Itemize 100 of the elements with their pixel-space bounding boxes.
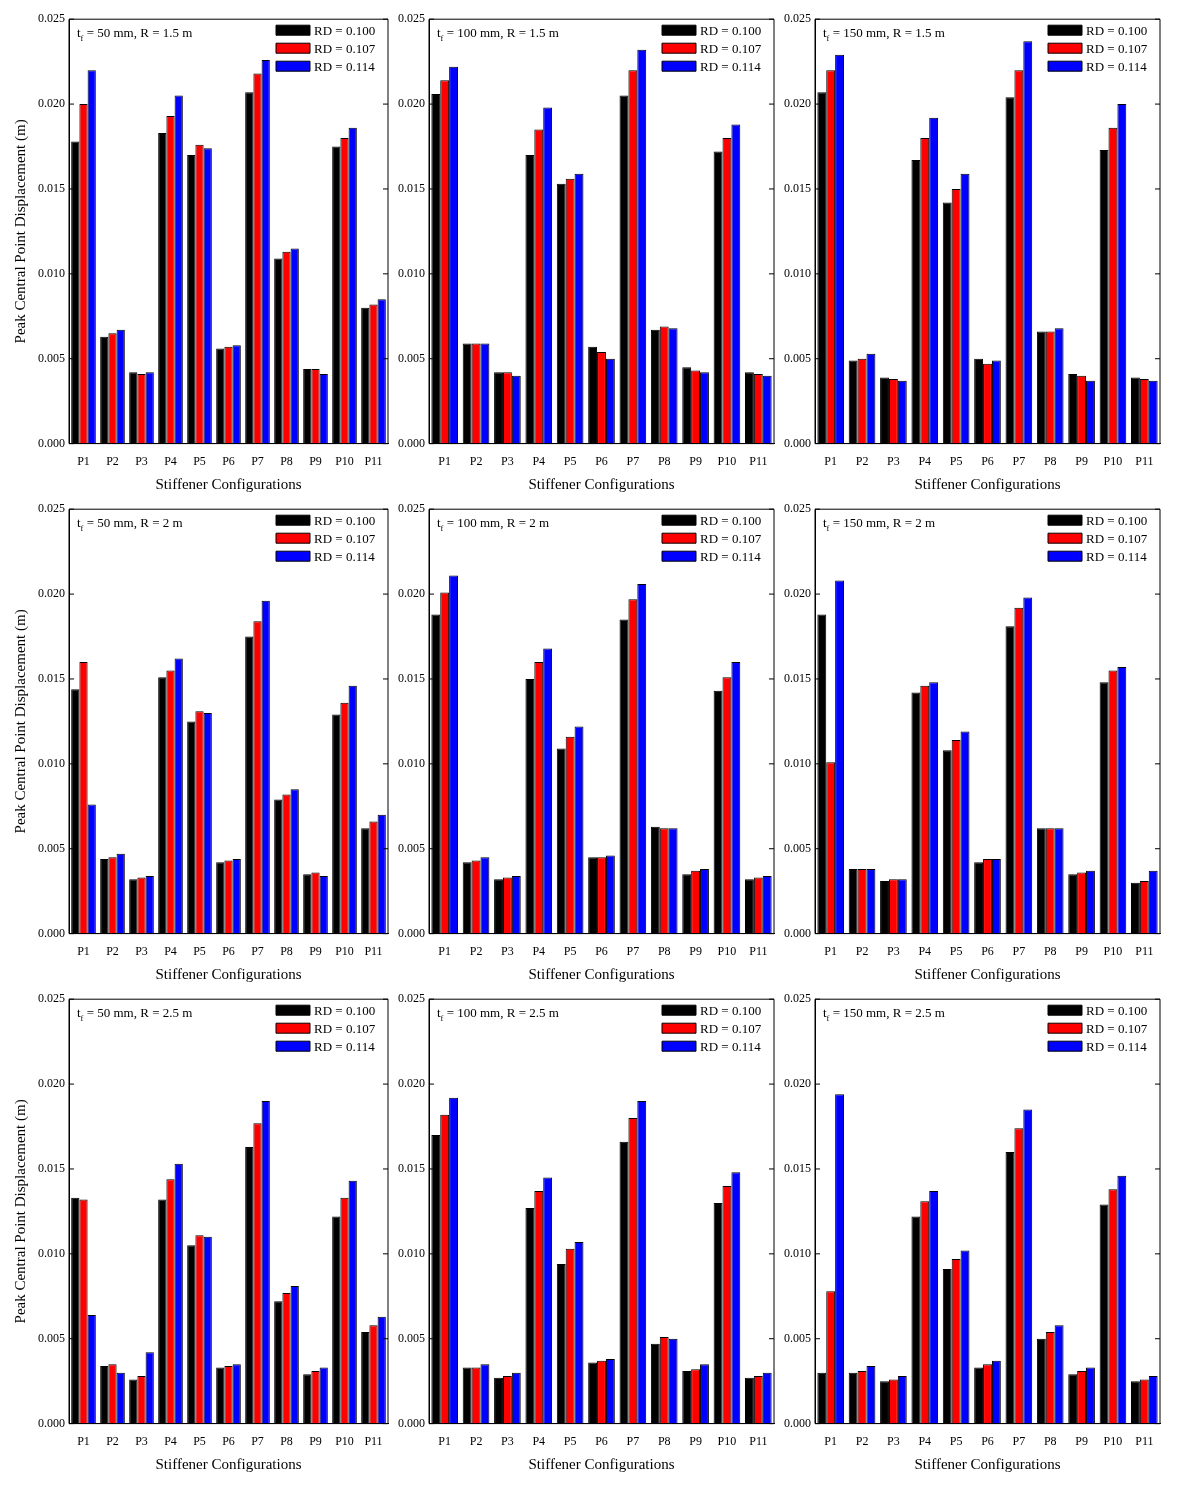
y-tick-label: 0.020 [38,586,65,601]
x-tick-label: P1 [77,943,90,958]
x-tick-label: P3 [501,1433,514,1448]
y-tick-label: 0.010 [398,756,425,770]
x-tick-label: P10 [335,1433,354,1448]
x-tick-label: P3 [135,453,148,468]
x-tick-label: P1 [824,453,838,468]
x-tick-label: P6 [981,453,994,468]
x-axis-title: Stiffener Configurations [528,475,675,492]
x-tick-label: P7 [251,1433,264,1448]
x-tick-label: P11 [1135,1433,1154,1448]
x-axis-title: Stiffener Configurations [914,475,1061,492]
x-tick-label: P3 [887,943,900,958]
legend-label: RD = 0.100 [700,1003,762,1019]
x-tick-label: P9 [1075,453,1088,468]
legend-label: RD = 0.100 [1086,23,1148,39]
y-tick-label: 0.025 [398,11,425,26]
x-axis-title: Stiffener Configurations [155,475,302,492]
y-tick-label: 0.025 [38,501,65,516]
x-tick-label: P1 [438,943,452,958]
y-tick-label: 0.015 [38,1161,65,1176]
y-tick-label: 0.020 [38,1076,65,1091]
x-tick-label: P5 [193,1433,206,1448]
legend-label: RD = 0.100 [1086,513,1148,529]
x-tick-label: P8 [657,453,671,468]
legend-label: RD = 0.107 [700,1021,762,1037]
x-tick-label: P7 [251,453,264,468]
x-tick-label: P1 [77,453,90,468]
x-axis-title: Stiffener Configurations [914,965,1061,982]
y-tick-label: 0.000 [784,925,811,940]
x-tick-label: P3 [887,453,900,468]
y-axis-title: Peak Central Point Displacement (m) [11,609,29,834]
x-tick-label: P6 [595,1433,608,1448]
x-tick-label: P6 [222,1433,235,1448]
legend-label: RD = 0.100 [700,513,762,529]
x-tick-label: P11 [364,1433,383,1448]
x-tick-label: P9 [689,453,702,468]
legend-label: RD = 0.114 [314,549,376,565]
x-tick-label: P5 [563,1433,577,1448]
x-tick-label: P11 [364,453,383,468]
y-tick-label: 0.000 [784,1415,811,1430]
legend-label: RD = 0.114 [700,59,762,75]
x-tick-label: P4 [164,1433,177,1448]
legend-label: RD = 0.107 [700,41,762,57]
y-tick-label: 0.010 [398,1246,425,1260]
x-tick-label: P9 [309,453,322,468]
legend-label: RD = 0.114 [314,59,376,75]
x-tick-label: P7 [626,943,640,958]
legend-label: RD = 0.114 [1086,549,1148,565]
x-tick-label: P10 [1103,453,1123,468]
x-tick-label: P2 [469,453,483,468]
y-tick-label: 0.000 [38,925,65,940]
x-tick-label: P10 [717,943,737,958]
x-tick-label: P4 [164,453,177,468]
x-tick-label: P11 [749,1433,768,1448]
y-tick-label: 0.000 [38,435,65,450]
x-tick-label: P6 [222,943,235,958]
y-tick-label: 0.025 [784,991,811,1006]
y-tick-label: 0.015 [398,181,425,196]
x-tick-label: P10 [1103,1433,1123,1448]
y-tick-label: 0.025 [784,501,811,516]
y-tick-label: 0.025 [398,501,425,516]
y-tick-label: 0.000 [398,1415,425,1430]
x-tick-label: P8 [657,943,671,958]
legend-label: RD = 0.114 [1086,59,1148,75]
y-tick-label: 0.005 [38,1330,65,1345]
x-axis-title: Stiffener Configurations [155,965,302,982]
x-tick-label: P4 [532,453,546,468]
x-tick-label: P11 [749,453,768,468]
y-tick-label: 0.010 [38,756,65,770]
legend-label: RD = 0.114 [314,1039,376,1055]
x-tick-label: P7 [626,1433,640,1448]
x-tick-label: P3 [501,943,514,958]
x-tick-label: P3 [501,453,514,468]
y-tick-label: 0.015 [398,671,425,686]
x-tick-label: P5 [563,453,577,468]
x-tick-label: P6 [595,943,608,958]
x-tick-label: P5 [949,1433,963,1448]
y-tick-label: 0.000 [398,435,425,450]
x-tick-label: P8 [280,453,293,468]
x-tick-label: P5 [949,453,963,468]
y-tick-label: 0.020 [784,586,811,601]
x-tick-label: P10 [335,943,354,958]
legend-label: RD = 0.100 [314,513,376,529]
x-tick-label: P9 [1075,1433,1088,1448]
x-axis-title: Stiffener Configurations [528,965,675,982]
x-tick-label: P2 [469,943,483,958]
x-tick-label: P7 [1012,943,1026,958]
x-axis-title: Stiffener Configurations [914,1455,1061,1472]
y-tick-label: 0.005 [784,350,811,365]
legend-label: RD = 0.107 [1086,531,1148,547]
y-tick-label: 0.005 [398,840,425,855]
x-tick-label: P8 [1043,1433,1057,1448]
x-tick-label: P11 [1135,453,1154,468]
x-tick-label: P7 [626,453,640,468]
x-tick-label: P4 [918,943,932,958]
y-tick-label: 0.025 [38,11,65,26]
x-tick-label: P3 [135,943,148,958]
y-tick-label: 0.005 [398,1330,425,1345]
x-tick-label: P2 [106,453,119,468]
